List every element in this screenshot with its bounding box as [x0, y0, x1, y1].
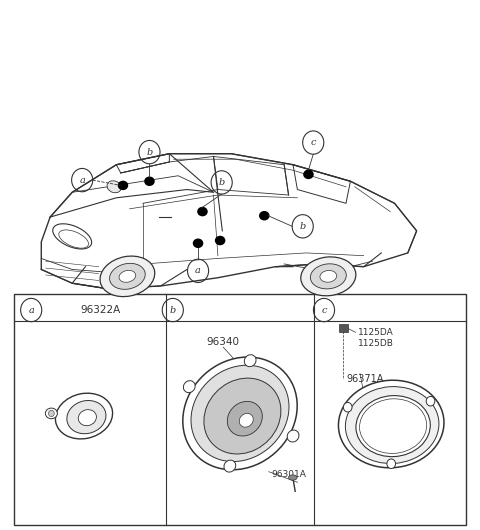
Ellipse shape	[67, 401, 106, 434]
Ellipse shape	[338, 380, 444, 468]
Circle shape	[343, 402, 352, 412]
Circle shape	[48, 410, 54, 417]
Text: a: a	[195, 267, 201, 275]
Text: 1125DB: 1125DB	[358, 339, 394, 348]
FancyBboxPatch shape	[339, 324, 348, 332]
Text: b: b	[218, 178, 225, 187]
Ellipse shape	[109, 263, 145, 289]
Bar	[14, 294, 466, 525]
Ellipse shape	[183, 381, 195, 393]
Ellipse shape	[118, 181, 128, 190]
Ellipse shape	[356, 395, 430, 457]
Ellipse shape	[320, 270, 336, 282]
Ellipse shape	[259, 211, 270, 220]
Ellipse shape	[107, 181, 121, 193]
Ellipse shape	[193, 238, 204, 248]
Ellipse shape	[78, 410, 96, 426]
Ellipse shape	[119, 270, 136, 282]
Ellipse shape	[227, 401, 263, 436]
Circle shape	[426, 396, 435, 406]
Ellipse shape	[215, 236, 226, 245]
Ellipse shape	[301, 257, 356, 296]
Ellipse shape	[244, 355, 256, 367]
Ellipse shape	[288, 475, 297, 480]
Ellipse shape	[346, 386, 439, 464]
Circle shape	[387, 459, 396, 469]
Text: 96301A: 96301A	[271, 470, 306, 479]
Ellipse shape	[197, 207, 208, 216]
Text: 96371A: 96371A	[346, 374, 384, 384]
Ellipse shape	[100, 256, 155, 297]
Ellipse shape	[144, 176, 155, 186]
Text: b: b	[169, 306, 176, 314]
Ellipse shape	[224, 460, 236, 472]
Ellipse shape	[45, 408, 57, 419]
Text: 96322A: 96322A	[81, 305, 121, 315]
Ellipse shape	[55, 393, 113, 439]
Text: 96340: 96340	[207, 337, 240, 347]
Text: a: a	[79, 175, 85, 184]
Ellipse shape	[204, 378, 281, 454]
Text: b: b	[300, 222, 306, 231]
Ellipse shape	[191, 365, 289, 462]
Ellipse shape	[311, 264, 346, 289]
Text: 1125DA: 1125DA	[358, 328, 393, 337]
Ellipse shape	[183, 357, 297, 470]
Text: b: b	[146, 148, 153, 156]
Text: c: c	[311, 138, 316, 147]
Ellipse shape	[287, 430, 299, 442]
Ellipse shape	[303, 170, 314, 179]
Ellipse shape	[239, 413, 253, 427]
Text: a: a	[28, 306, 34, 314]
Text: c: c	[321, 306, 327, 314]
